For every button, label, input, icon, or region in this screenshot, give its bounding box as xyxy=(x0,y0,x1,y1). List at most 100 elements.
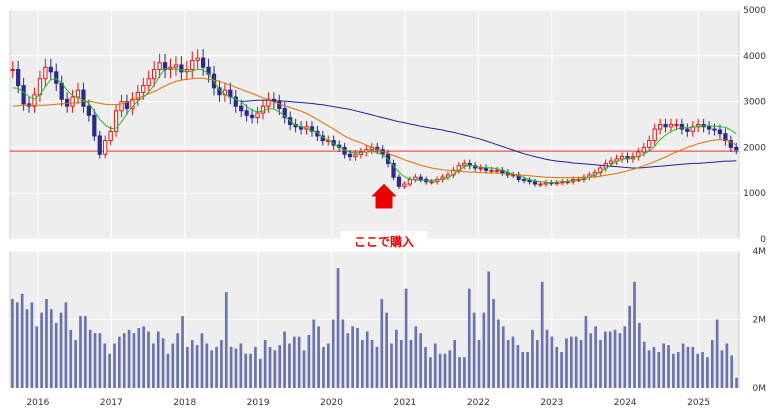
x-tick: 2016 xyxy=(26,398,49,408)
volume-panel: 0M 2M 4M xyxy=(9,247,767,394)
volume-bar xyxy=(254,346,257,388)
volume-bar xyxy=(385,312,388,388)
candle xyxy=(652,128,657,142)
candle xyxy=(233,96,238,107)
candle xyxy=(521,178,527,181)
volume-bar xyxy=(268,346,272,388)
candle xyxy=(92,114,97,137)
volume-bar xyxy=(15,302,19,388)
volume-bar xyxy=(210,350,214,388)
volume-bar xyxy=(652,346,656,388)
volume-bar xyxy=(273,350,277,388)
volume-bar xyxy=(429,357,432,388)
volume-bar xyxy=(647,350,651,388)
volume-bar xyxy=(181,316,184,388)
volume-bar xyxy=(448,350,452,388)
candle xyxy=(717,129,723,135)
x-tick: 2025 xyxy=(687,398,710,408)
volume-bar xyxy=(263,340,267,388)
volume-bar xyxy=(88,329,92,388)
price-y-tick: 4000 xyxy=(743,52,766,62)
volume-bar xyxy=(521,352,525,388)
volume-bar xyxy=(395,329,398,388)
ma-long-line xyxy=(241,99,737,169)
candle xyxy=(429,181,434,184)
candle xyxy=(674,124,679,126)
volume-bar xyxy=(186,346,189,388)
volume-bar xyxy=(292,336,296,388)
price-y-tick: 5000 xyxy=(743,6,766,16)
volume-bar xyxy=(341,319,345,388)
volume-bar xyxy=(608,331,612,388)
volume-bar xyxy=(482,312,486,388)
candle xyxy=(162,62,168,71)
volume-bar xyxy=(511,336,515,388)
candle xyxy=(413,176,418,180)
candle xyxy=(249,114,255,119)
volume-bar xyxy=(307,334,311,388)
volume-bar xyxy=(370,340,374,388)
candle xyxy=(32,94,37,107)
volume-bar xyxy=(409,340,413,388)
volume-bar xyxy=(696,353,700,388)
volume-bar xyxy=(103,343,107,388)
volume-bar xyxy=(433,343,437,388)
volume-bar xyxy=(594,326,597,388)
volume-bar xyxy=(40,312,43,388)
volume-bar xyxy=(506,340,510,388)
volume-bar xyxy=(93,333,97,388)
price-y-tick: 1000 xyxy=(743,189,766,199)
volume-bar xyxy=(64,302,68,388)
volume-bar xyxy=(336,268,340,388)
volume-bar xyxy=(701,352,704,388)
volume-bar xyxy=(404,288,408,388)
buy-annotation: ここで購入 xyxy=(341,182,427,251)
candle xyxy=(190,59,195,71)
volume-bar xyxy=(560,352,563,388)
volume-bar xyxy=(657,352,661,388)
candle xyxy=(179,64,184,73)
volume-bar xyxy=(676,352,680,388)
volume-bar xyxy=(550,336,554,388)
volume-bar xyxy=(45,298,48,388)
volume-bar xyxy=(599,340,602,388)
volume-bar xyxy=(113,343,116,388)
candle xyxy=(21,85,26,105)
candle xyxy=(119,101,124,112)
candle xyxy=(282,107,287,119)
candle xyxy=(462,162,467,167)
volume-bar xyxy=(589,333,593,388)
x-axis-ticks: 2016 2017 2018 2019 2020 2021 2022 2023 2024 2025 xyxy=(26,398,710,408)
volume-bar xyxy=(555,346,559,388)
volume-bar xyxy=(49,309,53,388)
candle xyxy=(647,140,652,148)
volume-bar xyxy=(234,348,238,388)
candle xyxy=(353,153,358,158)
price-y-tick: 0 xyxy=(760,235,766,245)
volume-bar xyxy=(11,298,14,388)
volume-y-tick: 2M xyxy=(753,316,767,326)
candle xyxy=(478,167,483,170)
volume-bar xyxy=(492,298,495,388)
candle xyxy=(10,69,15,72)
volume-bar xyxy=(137,328,141,388)
candle xyxy=(141,85,146,93)
candle xyxy=(86,105,92,116)
volume-bar xyxy=(239,343,243,388)
candle xyxy=(277,101,282,109)
candle xyxy=(668,124,674,128)
volume-bar xyxy=(278,345,282,388)
candle xyxy=(97,135,102,155)
volume-bar xyxy=(326,343,330,388)
volume-bar xyxy=(190,340,194,388)
volume-bar xyxy=(399,340,403,388)
volume-bar xyxy=(322,346,325,388)
price-y-tick: 3000 xyxy=(743,98,766,108)
volume-bar xyxy=(166,353,170,388)
volume-bar xyxy=(220,340,223,388)
candle xyxy=(244,110,249,116)
candle xyxy=(152,69,157,80)
volume-bar xyxy=(98,333,102,388)
volume-bar xyxy=(516,345,520,388)
volume-bar xyxy=(317,326,320,388)
